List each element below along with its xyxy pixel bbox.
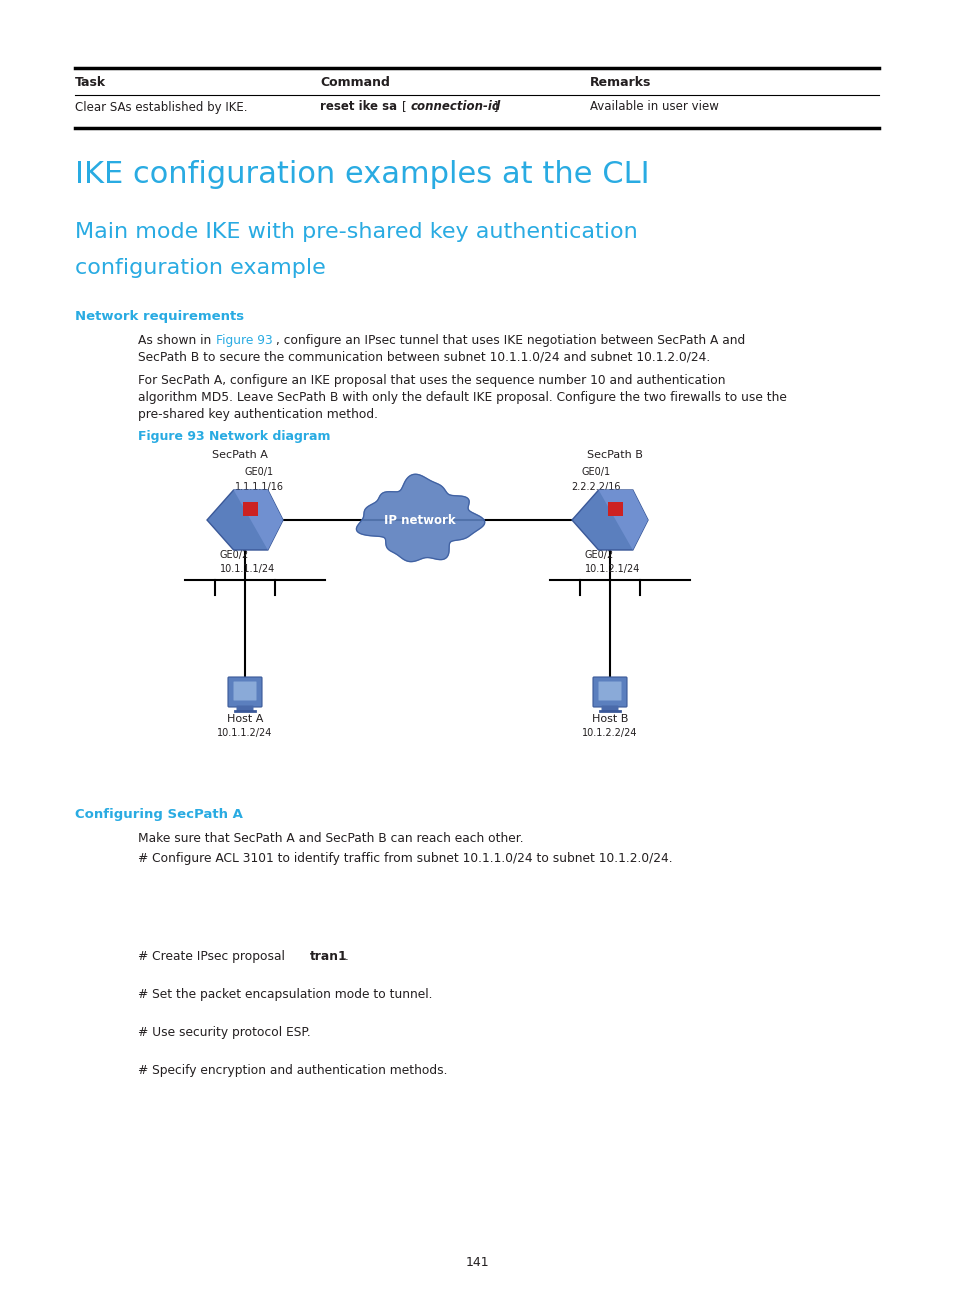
Text: Host B: Host B (591, 714, 627, 724)
Text: connection-id: connection-id (411, 101, 500, 114)
Text: SecPath A: SecPath A (212, 450, 268, 460)
Polygon shape (572, 490, 647, 550)
Text: Make sure that SecPath A and SecPath B can reach each other.: Make sure that SecPath A and SecPath B c… (138, 832, 523, 845)
Text: 1.1.1.1/16: 1.1.1.1/16 (234, 482, 283, 492)
Polygon shape (233, 490, 283, 550)
Text: [: [ (401, 101, 410, 114)
Text: # Create IPsec proposal: # Create IPsec proposal (138, 950, 289, 963)
Text: GE0/1: GE0/1 (580, 467, 610, 477)
Text: Configuring SecPath A: Configuring SecPath A (75, 807, 243, 820)
Text: SecPath B to secure the communication between subnet 10.1.1.0/24 and subnet 10.1: SecPath B to secure the communication be… (138, 351, 709, 364)
Polygon shape (207, 490, 283, 550)
Text: GE0/2: GE0/2 (584, 550, 614, 560)
Text: Main mode IKE with pre-shared key authentication: Main mode IKE with pre-shared key authen… (75, 222, 638, 242)
Text: # Specify encryption and authentication methods.: # Specify encryption and authentication … (138, 1064, 447, 1077)
Text: Network requirements: Network requirements (75, 310, 244, 323)
Text: 10.1.2.2/24: 10.1.2.2/24 (581, 728, 638, 737)
Text: Clear SAs established by IKE.: Clear SAs established by IKE. (75, 101, 247, 114)
FancyBboxPatch shape (598, 682, 620, 701)
Text: 10.1.1.2/24: 10.1.1.2/24 (217, 728, 273, 737)
Text: Host A: Host A (227, 714, 263, 724)
Text: ]: ] (490, 101, 497, 114)
Text: GE0/1: GE0/1 (244, 467, 274, 477)
Text: configuration example: configuration example (75, 258, 325, 279)
Text: 10.1.2.1/24: 10.1.2.1/24 (584, 564, 639, 574)
Text: Remarks: Remarks (589, 75, 651, 88)
Text: Command: Command (319, 75, 390, 88)
Text: IP network: IP network (384, 513, 456, 526)
Text: 141: 141 (465, 1256, 488, 1269)
Text: Task: Task (75, 75, 106, 88)
FancyBboxPatch shape (233, 682, 256, 701)
Text: GE0/2: GE0/2 (220, 550, 249, 560)
Text: algorithm MD5. Leave SecPath B with only the default IKE proposal. Configure the: algorithm MD5. Leave SecPath B with only… (138, 391, 786, 404)
Text: IKE configuration examples at the CLI: IKE configuration examples at the CLI (75, 159, 649, 189)
FancyBboxPatch shape (601, 705, 618, 712)
FancyBboxPatch shape (593, 677, 626, 708)
Text: Figure 93: Figure 93 (215, 334, 273, 347)
Text: Available in user view: Available in user view (589, 101, 719, 114)
Polygon shape (243, 502, 258, 516)
Polygon shape (598, 490, 647, 550)
Text: Figure 93 Network diagram: Figure 93 Network diagram (138, 430, 330, 443)
Text: # Use security protocol ESP.: # Use security protocol ESP. (138, 1026, 311, 1039)
Text: SecPath B: SecPath B (586, 450, 642, 460)
FancyBboxPatch shape (236, 705, 253, 712)
Text: .: . (345, 950, 349, 963)
Text: # Configure ACL 3101 to identify traffic from subnet 10.1.1.0/24 to subnet 10.1.: # Configure ACL 3101 to identify traffic… (138, 851, 672, 864)
Text: As shown in: As shown in (138, 334, 214, 347)
FancyBboxPatch shape (228, 677, 262, 708)
Text: , configure an IPsec tunnel that uses IKE negotiation between SecPath A and: , configure an IPsec tunnel that uses IK… (275, 334, 744, 347)
Text: # Set the packet encapsulation mode to tunnel.: # Set the packet encapsulation mode to t… (138, 988, 432, 1001)
Text: 2.2.2.2/16: 2.2.2.2/16 (571, 482, 620, 492)
Text: tran1: tran1 (310, 950, 347, 963)
Text: For SecPath A, configure an IKE proposal that uses the sequence number 10 and au: For SecPath A, configure an IKE proposal… (138, 375, 724, 388)
Text: 10.1.1.1/24: 10.1.1.1/24 (220, 564, 275, 574)
Polygon shape (356, 474, 484, 561)
Text: reset ike sa: reset ike sa (319, 101, 396, 114)
Polygon shape (607, 502, 622, 516)
Text: pre-shared key authentication method.: pre-shared key authentication method. (138, 408, 377, 421)
